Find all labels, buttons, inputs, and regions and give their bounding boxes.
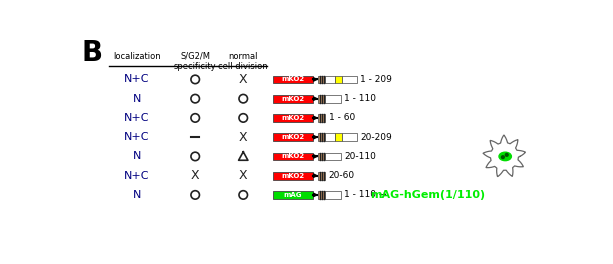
Text: 1 - 209: 1 - 209 [360,75,392,84]
Text: mAG-hGem(1/110): mAG-hGem(1/110) [370,190,485,200]
Bar [326,153,341,160]
Text: S/G2/M
specificity: S/G2/M specificity [174,52,216,71]
Text: mKO2: mKO2 [281,76,305,82]
Bar [326,133,335,141]
Text: mKO2: mKO2 [281,134,305,140]
Text: 1 - 110 →: 1 - 110 → [344,190,386,199]
Bar [341,133,357,141]
Bar [273,153,313,160]
Circle shape [505,153,508,156]
Text: mAG: mAG [284,192,302,198]
Text: mKO2: mKO2 [281,96,305,102]
Text: N: N [133,152,141,161]
Bar [318,76,326,83]
Ellipse shape [499,152,511,161]
Bar [273,114,313,122]
Text: 20-209: 20-209 [360,133,392,142]
Text: 1 - 60: 1 - 60 [329,114,355,122]
Text: X: X [191,169,199,182]
Text: N: N [133,190,141,200]
Bar [318,191,326,199]
Text: B: B [82,39,102,67]
Text: mKO2: mKO2 [281,115,305,121]
Bar [273,191,313,199]
Bar [318,133,326,141]
Bar [326,191,341,199]
Text: localization: localization [113,52,161,61]
Text: mKO2: mKO2 [281,173,305,179]
Bar [335,133,341,141]
Circle shape [501,156,504,159]
Bar [273,172,313,180]
Text: mKO2: mKO2 [281,153,305,159]
Text: X: X [239,169,248,182]
Bar [318,153,326,160]
Text: X: X [239,73,248,86]
Bar [341,76,357,83]
Text: N+C: N+C [124,113,150,123]
Bar [273,95,313,102]
Bar [335,76,341,83]
Bar [318,172,326,180]
Text: N+C: N+C [124,74,150,84]
Text: 20-60: 20-60 [329,171,355,180]
Bar [273,76,313,83]
Text: normal
cell division: normal cell division [218,52,268,71]
Bar [318,114,326,122]
Text: X: X [239,131,248,144]
Text: 20-110: 20-110 [344,152,376,161]
Bar [318,95,326,102]
Bar [273,133,313,141]
Bar [326,76,335,83]
Text: N+C: N+C [124,132,150,142]
Text: N+C: N+C [124,171,150,181]
Text: N: N [133,94,141,104]
Polygon shape [483,135,525,177]
Text: 1 - 110: 1 - 110 [344,94,376,103]
Bar [326,95,341,102]
